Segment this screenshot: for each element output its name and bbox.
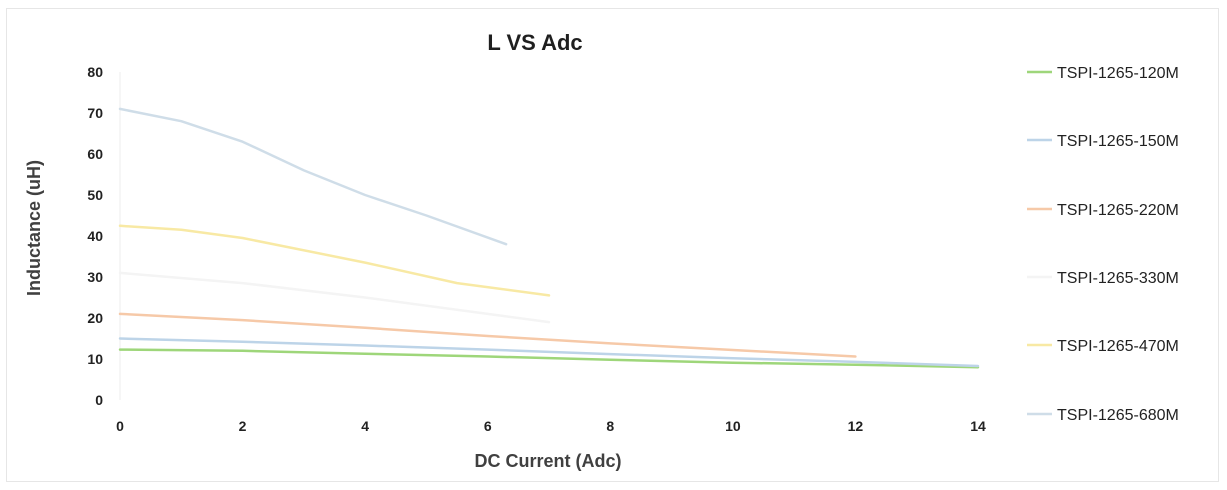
series-line-0 [118,348,980,369]
legend-label: TSPI-1265-220M [1057,202,1179,219]
x-tick-label: 12 [848,418,864,434]
y-tick-label: 10 [87,351,103,367]
legend-label: TSPI-1265-120M [1057,65,1179,82]
y-tick-label: 30 [87,269,103,285]
series-line-2 [118,312,857,358]
y-tick-label: 80 [87,64,103,80]
x-tick-label: 14 [970,418,986,434]
x-tick-label: 0 [116,418,124,434]
x-tick-label: 6 [484,418,492,434]
x-axis-label: DC Current (Adc) [475,451,622,471]
legend-label: TSPI-1265-470M [1057,338,1179,355]
y-tick-label: 70 [87,105,103,121]
legend-label: TSPI-1265-150M [1057,133,1179,150]
series-lines [118,107,980,369]
y-tick-labels: 0 10 20 30 40 50 60 70 80 [87,64,103,408]
series-line-4 [118,224,551,297]
x-tick-label: 10 [725,418,741,434]
y-tick-label: 50 [87,187,103,203]
x-tick-label: 8 [606,418,614,434]
x-tick-label: 4 [361,418,369,434]
y-axis-label: Inductance (uH) [24,160,44,296]
y-tick-label: 60 [87,146,103,162]
x-tick-label: 2 [239,418,247,434]
legend: TSPI-1265-120M TSPI-1265-150M TSPI-1265-22… [1027,65,1179,424]
series-line-5 [118,107,508,246]
y-tick-label: 40 [87,228,103,244]
y-tick-label: 20 [87,310,103,326]
x-tick-labels: 0 2 4 6 8 10 12 14 [116,418,986,434]
chart-frame [6,8,1219,482]
legend-label: TSPI-1265-330M [1057,270,1179,287]
series-line-1 [118,337,980,368]
chart-title: L VS Adc [487,30,582,55]
y-tick-label: 0 [95,392,103,408]
legend-label: TSPI-1265-680M [1057,407,1179,424]
series-line-3 [118,271,551,324]
